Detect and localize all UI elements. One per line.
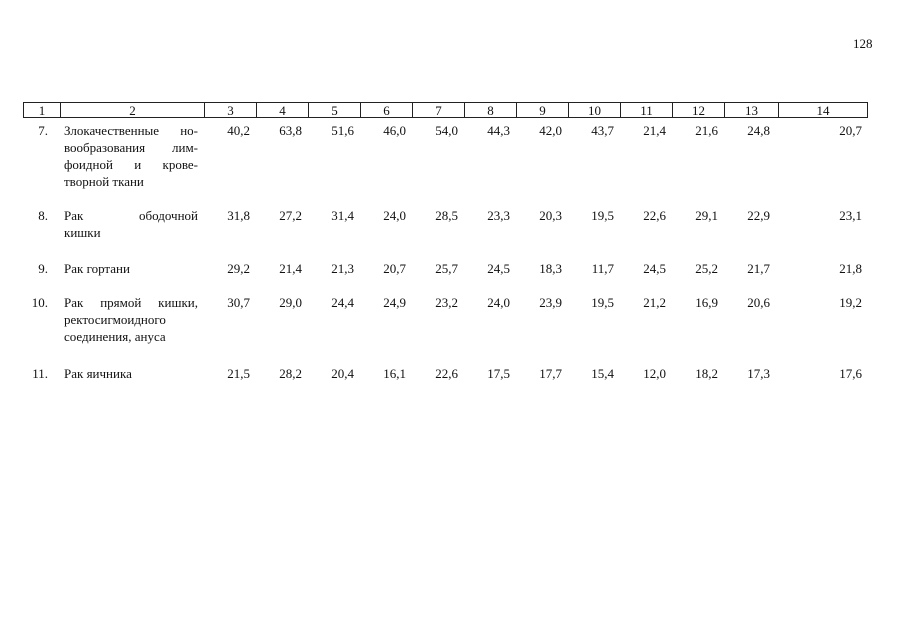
row-name: Рак ободочной кишки [64,207,198,241]
cell-value: 21,7 [747,261,770,276]
header-cell: 11 [620,102,672,118]
cell-value: 28,2 [279,366,302,381]
name-line: кишки [64,225,101,240]
cell-value: 21,2 [643,295,666,310]
cell-value: 17,3 [747,366,770,381]
header-cell: 4 [256,102,308,118]
cell-value: 24,9 [383,295,406,310]
cell-value: 25,7 [435,261,458,276]
cell-value: 17,7 [539,366,562,381]
header-cell: 8 [464,102,516,118]
cell-value: 42,0 [539,123,562,138]
cell-value: 51,6 [331,123,354,138]
cell-value: 24,0 [487,295,510,310]
header-cell: 2 [60,102,204,118]
cell-value: 21,3 [331,261,354,276]
header-cell: 6 [360,102,412,118]
row-name: Рак яичника [64,365,198,382]
header-cell: 1 [23,102,60,118]
cell-value: 63,8 [279,123,302,138]
cell-value: 24,5 [643,261,666,276]
cell-value: 18,2 [695,366,718,381]
cell-value: 20,6 [747,295,770,310]
row-name: Рак прямой кишки, ректосигмоидного соедине… [64,294,198,345]
name-line: вообразования лим- [64,140,198,155]
cell-value: 28,5 [435,208,458,223]
cell-value: 16,9 [695,295,718,310]
cell-value: 23,3 [487,208,510,223]
header-cell: 9 [516,102,568,118]
cell-value: 24,4 [331,295,354,310]
row-number: 7. [38,123,48,138]
cell-value: 20,4 [331,366,354,381]
cell-value: 23,2 [435,295,458,310]
header-cell: 14 [778,102,868,118]
cell-value: 29,0 [279,295,302,310]
name-line: ректосигмоидного [64,312,166,327]
cell-value: 29,2 [227,261,250,276]
cell-value: 19,5 [591,295,614,310]
cell-value: 22,9 [747,208,770,223]
name-line: творной ткани [64,174,144,189]
name-line: фоидной и крове- [64,157,198,172]
cell-value: 12,0 [643,366,666,381]
cell-value: 15,4 [591,366,614,381]
cell-value: 24,5 [487,261,510,276]
cell-value: 17,6 [839,366,862,381]
name-line: соединения, ануса [64,329,166,344]
row-number: 8. [38,208,48,223]
header-cell: 13 [724,102,778,118]
header-cell: 3 [204,102,256,118]
name-line: Рак гортани [64,261,130,276]
cell-value: 40,2 [227,123,250,138]
cell-value: 54,0 [435,123,458,138]
name-line: Рак яичника [64,366,132,381]
row-number: 10. [31,295,48,310]
cell-value: 17,5 [487,366,510,381]
header-cell: 5 [308,102,360,118]
row-number: 9. [38,261,48,276]
cell-value: 20,7 [383,261,406,276]
cell-value: 46,0 [383,123,406,138]
cell-value: 16,1 [383,366,406,381]
page-number: 128 [853,36,873,51]
header-cell: 10 [568,102,620,118]
cell-value: 31,4 [331,208,354,223]
header-cell: 12 [672,102,724,118]
cell-value: 23,1 [839,208,862,223]
cell-value: 24,0 [383,208,406,223]
row-name: Злокачественные но-вообразования лим-фои… [64,122,198,190]
cell-value: 25,2 [695,261,718,276]
cell-value: 21,5 [227,366,250,381]
header-cell: 7 [412,102,464,118]
cell-value: 23,9 [539,295,562,310]
cell-value: 21,8 [839,261,862,276]
cell-value: 21,4 [643,123,666,138]
row-name: Рак гортани [64,260,198,277]
name-line: Рак ободочной [64,208,198,223]
cell-value: 22,6 [643,208,666,223]
cell-value: 19,5 [591,208,614,223]
cell-value: 11,7 [591,261,614,276]
cell-value: 20,3 [539,208,562,223]
cell-value: 29,1 [695,208,718,223]
cell-value: 31,8 [227,208,250,223]
cell-value: 19,2 [839,295,862,310]
cell-value: 22,6 [435,366,458,381]
cell-value: 21,4 [279,261,302,276]
cell-value: 24,8 [747,123,770,138]
cell-value: 21,6 [695,123,718,138]
cell-value: 27,2 [279,208,302,223]
name-line: Рак прямой кишки, [64,295,198,310]
cell-value: 30,7 [227,295,250,310]
cell-value: 18,3 [539,261,562,276]
cell-value: 44,3 [487,123,510,138]
row-number: 11. [32,366,48,381]
cell-value: 43,7 [591,123,614,138]
cell-value: 20,7 [839,123,862,138]
name-line: Злокачественные но- [64,123,198,138]
